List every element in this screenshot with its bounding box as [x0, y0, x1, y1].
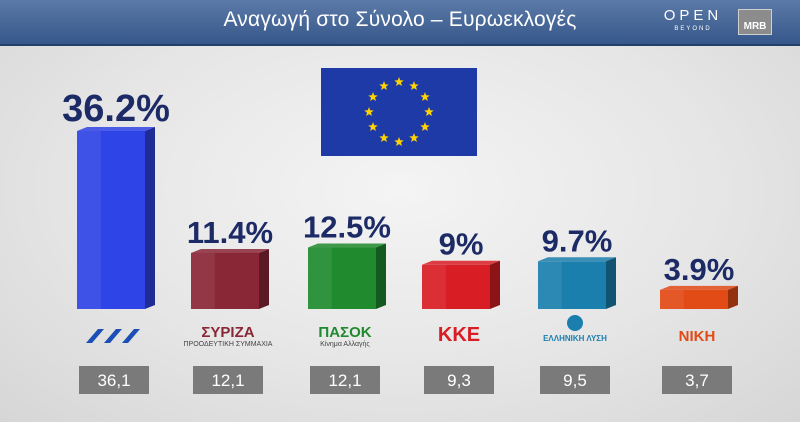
eu-star — [409, 81, 419, 91]
bar-group — [308, 243, 386, 309]
raw-value-label: 3,7 — [685, 371, 709, 390]
bar-sheen — [77, 131, 101, 309]
header-bar: Αναγωγή στο Σύνολο – Ευρωεκλογές OPEN BE… — [0, 0, 800, 46]
bar-top-face — [191, 248, 269, 253]
nd-logo-icon — [86, 329, 140, 343]
bar — [191, 252, 259, 309]
bar-group — [422, 260, 500, 309]
eu-star — [364, 107, 374, 117]
eu-star — [368, 92, 378, 102]
bar-sheen — [191, 252, 215, 309]
eu-star — [409, 132, 419, 143]
data-label: 11.4% — [187, 215, 273, 250]
bar-top-face — [308, 243, 386, 248]
data-label: 9.7% — [542, 223, 613, 258]
bar-side-face — [490, 260, 500, 309]
bar-top-face — [660, 285, 738, 290]
bar-sheen — [660, 289, 684, 309]
raw-value-label: 9,3 — [447, 371, 471, 390]
data-label: 12.5% — [303, 210, 391, 245]
party-logo-text: ΝΙΚΗ — [679, 328, 716, 345]
bar-sheen — [422, 264, 446, 309]
compass-icon — [567, 315, 583, 331]
data-label: 9% — [439, 227, 484, 262]
nd-logo-stroke — [122, 329, 140, 343]
bar-side-face — [728, 285, 738, 309]
page-title: Αναγωγή στο Σύνολο – Ευρωεκλογές — [223, 8, 577, 31]
bar-top-face — [538, 257, 616, 262]
eu-flag-icon — [321, 68, 477, 156]
party-logo-text: ΠΑΣΟΚ — [318, 324, 371, 341]
eu-star — [368, 122, 378, 132]
bar — [77, 131, 145, 309]
bar — [308, 247, 376, 309]
data-label: 3.9% — [664, 252, 735, 287]
party-logo-text: ΕΛΛΗΝΙΚΗ ΛΥΣΗ — [543, 334, 607, 343]
bar — [422, 264, 490, 309]
bar-group — [77, 127, 155, 309]
mrb-logo: MRB — [738, 9, 772, 35]
bar-sheen — [308, 247, 332, 309]
eu-star — [394, 77, 404, 87]
eu-star — [379, 132, 389, 143]
raw-value-label: 12,1 — [328, 371, 361, 390]
party-logo-subtext: ΠΡΟΟΔΕΥΤΙΚΗ ΣΥΜΜΑΧΙΑ — [184, 341, 273, 348]
eu-star — [394, 137, 404, 147]
data-label: 36.2% — [62, 88, 170, 130]
bar — [660, 289, 728, 309]
raw-value-label: 36,1 — [97, 371, 130, 390]
bar-top-face — [77, 127, 155, 131]
raw-value-box — [310, 366, 380, 394]
bar-side-face — [145, 127, 155, 309]
party-logo-subtext: Κίνημα Αλλαγής — [320, 340, 370, 348]
eu-star — [420, 92, 430, 102]
bar-side-face — [259, 248, 269, 309]
raw-value-box — [193, 366, 263, 394]
bar-top-face — [422, 260, 500, 265]
raw-value-box — [540, 366, 610, 394]
eu-star — [379, 81, 389, 91]
eu-star — [424, 107, 434, 117]
raw-value-label: 12,1 — [211, 371, 244, 390]
bar-group — [191, 248, 269, 309]
bar-group — [538, 257, 616, 309]
bar — [538, 261, 606, 309]
bar-side-face — [376, 243, 386, 309]
bar-sheen — [538, 261, 562, 309]
bar-side-face — [606, 257, 616, 309]
brand-open-text: OPEN — [663, 7, 723, 24]
raw-value-box — [424, 366, 494, 394]
raw-value-box — [79, 366, 149, 394]
nd-logo-stroke — [104, 329, 122, 343]
brand-beyond-text: BEYOND — [674, 26, 712, 32]
eu-star — [420, 122, 430, 132]
raw-value-box — [662, 366, 732, 394]
party-logo-text: ΣΥΡΙΖΑ — [201, 324, 254, 341]
open-beyond-logo: OPEN BEYOND — [660, 8, 726, 38]
nd-logo-stroke — [86, 329, 104, 343]
party-logo-text: ΚΚΕ — [438, 324, 480, 346]
bar-group — [660, 285, 738, 309]
raw-value-label: 9,5 — [563, 371, 587, 390]
